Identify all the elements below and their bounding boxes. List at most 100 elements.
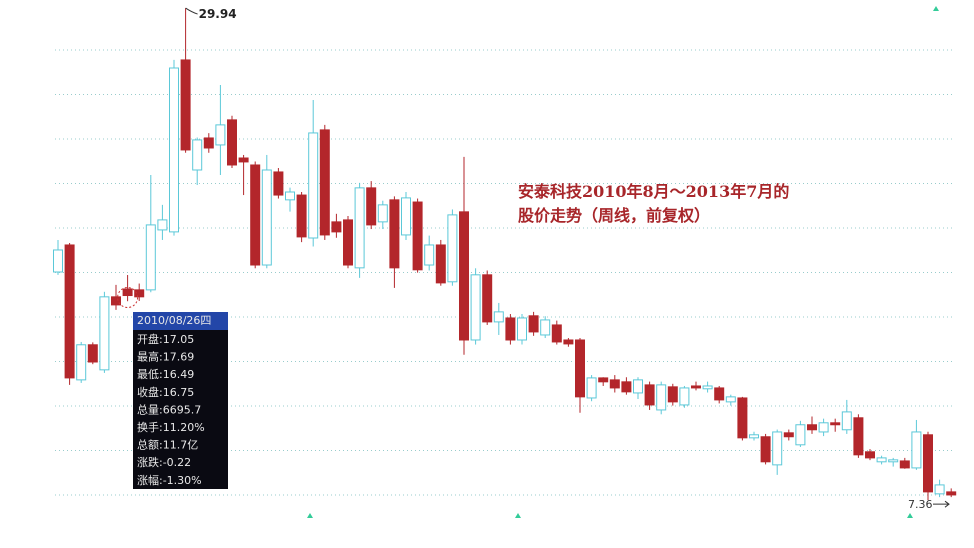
candle-body — [343, 219, 353, 266]
candle-body — [841, 411, 852, 431]
candle-body — [203, 137, 214, 149]
min-label: 7.36 — [908, 498, 933, 511]
candle-body — [354, 187, 365, 269]
candle-body — [308, 132, 319, 239]
tooltip-row: 开盘:17.05 — [137, 332, 194, 346]
candle-body — [493, 311, 504, 323]
candle-body — [273, 171, 284, 196]
candle-body — [227, 119, 237, 166]
candle-body — [215, 124, 226, 146]
tooltip-header-bg — [133, 312, 228, 330]
candle-body — [899, 460, 910, 469]
candle-body — [180, 59, 191, 151]
candle-body — [563, 339, 574, 345]
candle-body — [296, 194, 307, 238]
candle-body — [238, 157, 249, 163]
candle-body — [53, 249, 63, 273]
candle-body — [447, 214, 458, 283]
candle-body — [911, 431, 922, 469]
candle-body — [946, 491, 957, 496]
tooltip-row: 总量:6695.7 — [137, 402, 201, 416]
tooltip-row: 涨幅:-1.30% — [137, 474, 202, 487]
max-label: 29.94 — [199, 7, 237, 21]
candle-body — [853, 417, 864, 456]
candle-body — [145, 224, 156, 291]
candle-body — [285, 191, 295, 201]
candle-body — [111, 296, 121, 306]
candle-body — [609, 379, 620, 389]
candle-body — [772, 431, 783, 466]
tooltip-row: 最高:17.69 — [137, 350, 194, 364]
tooltip-header: 2010/08/26四 — [137, 314, 211, 327]
candle-body — [64, 244, 75, 379]
candle-body — [157, 219, 168, 231]
title-line: 股价走势（周线，前复权） — [518, 206, 710, 225]
candle-body — [76, 344, 87, 381]
candle-body — [667, 386, 678, 403]
candle-body — [331, 221, 342, 233]
tooltip-row: 涨跌:-0.22 — [137, 455, 191, 469]
candle-body — [598, 377, 609, 383]
candle-body — [702, 385, 713, 390]
candle-body — [934, 484, 945, 495]
candle-body — [435, 244, 446, 284]
candle-body — [633, 379, 643, 394]
candle-body — [482, 274, 493, 323]
candle-body — [795, 424, 806, 446]
candle-body — [169, 67, 179, 233]
candle-body — [807, 424, 817, 431]
candle-body — [923, 434, 933, 493]
candle-body — [192, 139, 203, 171]
candle-body — [122, 288, 133, 297]
max-pointer — [185, 7, 198, 15]
candle-body — [865, 451, 875, 459]
candle-body — [261, 169, 272, 266]
candle-body — [412, 201, 423, 271]
candle-body — [725, 396, 736, 403]
tooltip-row: 收盘:16.75 — [137, 385, 194, 399]
candle-body — [876, 457, 887, 463]
candle-body — [760, 436, 771, 463]
candle-body — [389, 199, 400, 269]
highlight-circle — [117, 287, 139, 309]
candle-body — [714, 387, 725, 401]
candle-body — [818, 422, 829, 433]
tooltip-box — [133, 312, 228, 489]
candle-body — [644, 384, 655, 406]
candle-body — [87, 344, 98, 363]
candle-body — [319, 129, 330, 236]
candle-body — [540, 319, 551, 336]
candle-body — [551, 324, 562, 343]
tooltip-row: 换手:11.20% — [137, 420, 205, 434]
candle-body — [505, 317, 516, 341]
candle-body — [470, 274, 481, 341]
candle-body — [366, 187, 377, 226]
candle-body — [586, 377, 597, 399]
candle-body — [621, 381, 632, 393]
candle-body — [401, 197, 411, 236]
candle-body — [888, 459, 899, 463]
tooltip-row: 总额:11.7亿 — [137, 438, 198, 452]
candle-body — [528, 315, 539, 333]
candle-body — [575, 339, 585, 398]
candle-body — [134, 289, 145, 298]
min-pointer — [933, 500, 950, 508]
candle-body — [250, 164, 261, 266]
tooltip-row: 最低:16.49 — [137, 368, 194, 381]
candle-body — [517, 317, 527, 341]
candle-body — [749, 434, 759, 439]
candle-body — [99, 296, 110, 371]
candle-body — [830, 422, 841, 426]
title-line: 安泰科技2010年8月～2013年7月的 — [518, 182, 789, 201]
candle-body — [737, 397, 748, 439]
candle-body — [377, 204, 388, 223]
candle-body — [424, 244, 435, 266]
candle-body — [656, 384, 667, 411]
candle-body — [691, 385, 701, 389]
candle-body — [783, 432, 794, 438]
candles — [53, 8, 957, 501]
candle-body — [459, 211, 469, 341]
candle-body — [679, 387, 690, 406]
